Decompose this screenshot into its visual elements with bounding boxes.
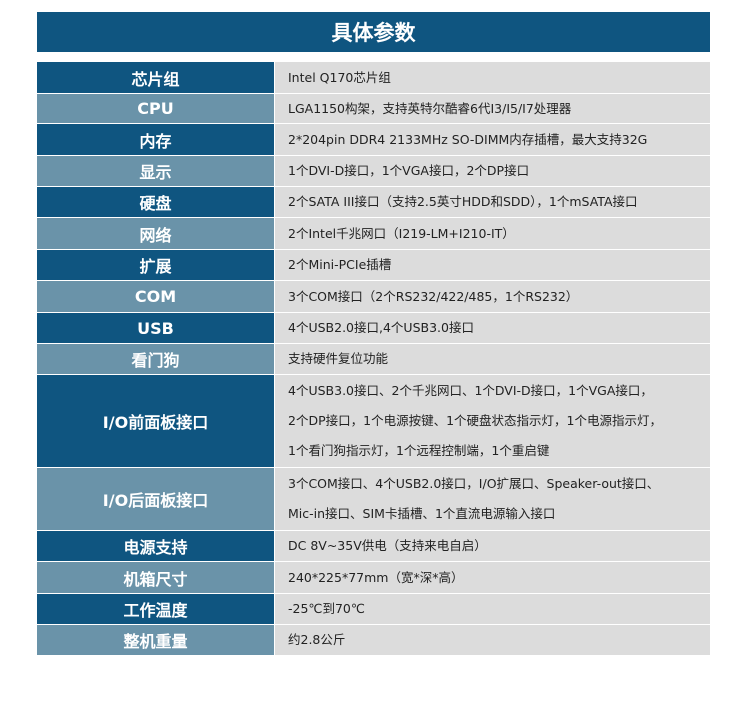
spec-value: 约2.8公斤 bbox=[275, 625, 710, 655]
table-row: 硬盘 2个SATA III接口（支持2.5英寸HDD和SDD），1个mSATA接口 bbox=[37, 187, 710, 218]
spec-value: 2个SATA III接口（支持2.5英寸HDD和SDD），1个mSATA接口 bbox=[275, 187, 710, 217]
spec-value: 2个Mini-PCIe插槽 bbox=[275, 250, 710, 280]
spec-key: 整机重量 bbox=[37, 625, 275, 655]
spec-value-line: 4个USB2.0接口,4个USB3.0接口 bbox=[288, 320, 474, 335]
spec-value: LGA1150构架，支持英特尔酷睿6代I3/I5/I7处理器 bbox=[275, 94, 710, 123]
spec-value: 2*204pin DDR4 2133MHz SO-DIMM内存插槽，最大支持32… bbox=[275, 124, 710, 155]
table-row: USB 4个USB2.0接口,4个USB3.0接口 bbox=[37, 313, 710, 344]
spec-value-line: 支持硬件复位功能 bbox=[288, 351, 389, 366]
spec-key: COM bbox=[37, 281, 275, 312]
spec-value-line: Mic-in接口、SIM卡插槽、1个直流电源输入接口 bbox=[288, 506, 556, 521]
table-row: 网络 2个Intel千兆网口（I219-LM+I210-IT） bbox=[37, 218, 710, 250]
spec-key: 机箱尺寸 bbox=[37, 562, 275, 593]
page-title: 具体参数 bbox=[37, 12, 710, 52]
spec-value-line: 3个COM接口、4个USB2.0接口，I/O扩展口、Speaker-out接口、 bbox=[288, 476, 660, 491]
table-row: 机箱尺寸 240*225*77mm（宽*深*高） bbox=[37, 562, 710, 594]
spec-value: 3个COM接口、4个USB2.0接口，I/O扩展口、Speaker-out接口、… bbox=[275, 468, 710, 530]
spec-value-line: 1个看门狗指示灯，1个远程控制端，1个重启键 bbox=[288, 443, 550, 458]
spec-key: 网络 bbox=[37, 218, 275, 249]
spec-value-line: 2*204pin DDR4 2133MHz SO-DIMM内存插槽，最大支持32… bbox=[288, 131, 648, 147]
table-row: CPU LGA1150构架，支持英特尔酷睿6代I3/I5/I7处理器 bbox=[37, 94, 710, 124]
spec-key: 工作温度 bbox=[37, 594, 275, 624]
spec-value-line: 约2.8公斤 bbox=[288, 632, 346, 647]
spec-key: 电源支持 bbox=[37, 531, 275, 561]
spec-value-line: -25℃到70℃ bbox=[288, 601, 365, 616]
spec-key: I/O后面板接口 bbox=[37, 468, 275, 530]
spec-value-line: 2个Mini-PCIe插槽 bbox=[288, 257, 392, 272]
table-row: 整机重量 约2.8公斤 bbox=[37, 625, 710, 656]
table-row: 看门狗 支持硬件复位功能 bbox=[37, 344, 710, 375]
table-row: I/O后面板接口 3个COM接口、4个USB2.0接口，I/O扩展口、Speake… bbox=[37, 468, 710, 531]
spec-key: I/O前面板接口 bbox=[37, 375, 275, 467]
spec-key: 显示 bbox=[37, 156, 275, 186]
spec-value-line: 2个SATA III接口（支持2.5英寸HDD和SDD），1个mSATA接口 bbox=[288, 194, 638, 209]
table-row: I/O前面板接口 4个USB3.0接口、2个千兆网口、1个DVI-D接口，1个VG… bbox=[37, 375, 710, 468]
table-row: 内存 2*204pin DDR4 2133MHz SO-DIMM内存插槽，最大支持… bbox=[37, 124, 710, 156]
table-row: 工作温度 -25℃到70℃ bbox=[37, 594, 710, 625]
spec-value: -25℃到70℃ bbox=[275, 594, 710, 624]
table-row: COM 3个COM接口（2个RS232/422/485，1个RS232） bbox=[37, 281, 710, 313]
spec-key: 扩展 bbox=[37, 250, 275, 280]
spec-value-line: 4个USB3.0接口、2个千兆网口、1个DVI-D接口，1个VGA接口， bbox=[288, 383, 653, 398]
spec-value: 1个DVI-D接口，1个VGA接口，2个DP接口 bbox=[275, 156, 710, 186]
spec-value-line: 2个DP接口，1个电源按键、1个硬盘状态指示灯，1个电源指示灯， bbox=[288, 413, 662, 428]
spec-value: DC 8V~35V供电（支持来电自启） bbox=[275, 531, 710, 561]
table-row: 显示 1个DVI-D接口，1个VGA接口，2个DP接口 bbox=[37, 156, 710, 187]
spec-value-line: DC 8V~35V供电（支持来电自启） bbox=[288, 538, 487, 553]
spec-value-line: Intel Q170芯片组 bbox=[288, 69, 391, 85]
spec-key: 芯片组 bbox=[37, 62, 275, 93]
spec-table: 芯片组 Intel Q170芯片组 CPU LGA1150构架，支持英特尔酷睿6代I3… bbox=[37, 62, 710, 656]
table-row: 芯片组 Intel Q170芯片组 bbox=[37, 62, 710, 94]
spec-value: 支持硬件复位功能 bbox=[275, 344, 710, 374]
table-row: 扩展 2个Mini-PCIe插槽 bbox=[37, 250, 710, 281]
spec-value-line: 1个DVI-D接口，1个VGA接口，2个DP接口 bbox=[288, 163, 530, 178]
table-row: 电源支持 DC 8V~35V供电（支持来电自启） bbox=[37, 531, 710, 562]
spec-value-line: 2个Intel千兆网口（I219-LM+I210-IT） bbox=[288, 225, 515, 241]
spec-value: Intel Q170芯片组 bbox=[275, 62, 710, 93]
spec-key: 硬盘 bbox=[37, 187, 275, 217]
spec-key: 看门狗 bbox=[37, 344, 275, 374]
spec-value-line: 3个COM接口（2个RS232/422/485，1个RS232） bbox=[288, 288, 579, 304]
spec-key: USB bbox=[37, 313, 275, 343]
spec-key: 内存 bbox=[37, 124, 275, 155]
spec-value: 2个Intel千兆网口（I219-LM+I210-IT） bbox=[275, 218, 710, 249]
spec-value: 4个USB3.0接口、2个千兆网口、1个DVI-D接口，1个VGA接口， 2个DP… bbox=[275, 375, 710, 467]
spec-value: 4个USB2.0接口,4个USB3.0接口 bbox=[275, 313, 710, 343]
spec-key: CPU bbox=[37, 94, 275, 123]
spec-value: 3个COM接口（2个RS232/422/485，1个RS232） bbox=[275, 281, 710, 312]
spec-value: 240*225*77mm（宽*深*高） bbox=[275, 562, 710, 593]
spec-value-line: 240*225*77mm（宽*深*高） bbox=[288, 569, 464, 585]
spec-value-line: LGA1150构架，支持英特尔酷睿6代I3/I5/I7处理器 bbox=[288, 100, 572, 116]
